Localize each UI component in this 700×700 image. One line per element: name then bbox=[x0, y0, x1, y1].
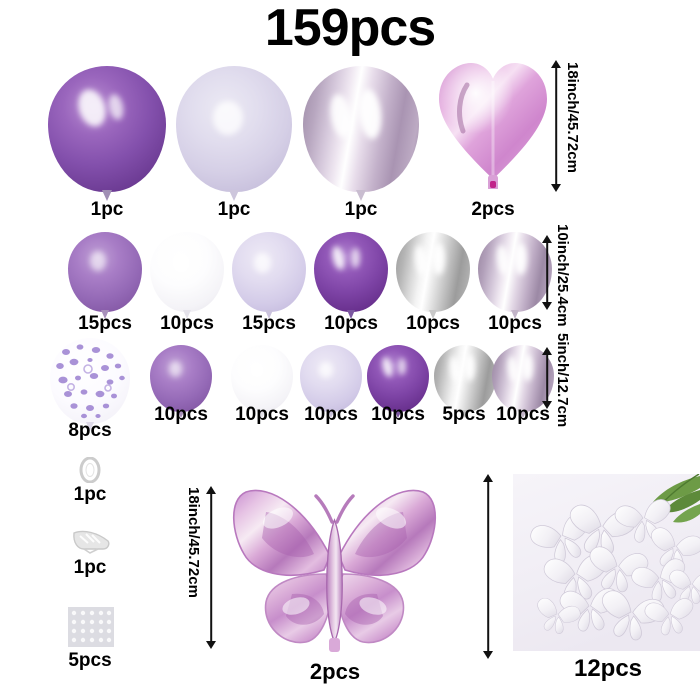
dimension-5inch-label: 5inch/12.7cm bbox=[554, 333, 571, 428]
balloon-heart-foil-18in bbox=[437, 57, 549, 189]
balloon-lilac-18in-qty: 1pc bbox=[217, 199, 251, 220]
balloon-purple-18in-qty: 1pc bbox=[90, 199, 124, 220]
balloon-chrome-lilac-10in-qty: 10pcs bbox=[488, 313, 542, 334]
balloon-deeppurple-10in bbox=[314, 232, 388, 319]
dimension-5inch bbox=[540, 347, 554, 409]
balloon-chrome-silver-5in-qty: 5pcs bbox=[442, 404, 486, 425]
glue-dot-strip-qty: 5pcs bbox=[68, 650, 112, 671]
balloon-white-10in-qty: 10pcs bbox=[160, 313, 214, 334]
balloon-chrome-lilac-5in-qty: 10pcs bbox=[496, 404, 550, 425]
tying-tool-qty: 1pc bbox=[73, 557, 107, 578]
dimension-sticker-panel bbox=[481, 474, 495, 659]
heart-shape-icon bbox=[439, 63, 547, 189]
balloon-chrome-silver-10in-qty: 10pcs bbox=[406, 313, 460, 334]
page-title: 159pcs bbox=[264, 0, 436, 57]
butterfly-wall-stickers-qty: 12pcs bbox=[573, 655, 643, 682]
balloon-purple-10in bbox=[68, 232, 142, 319]
balloon-deeppurple-5in-qty: 10pcs bbox=[371, 404, 425, 425]
ribbon-roll-qty: 1pc bbox=[73, 484, 107, 505]
balloon-heart-foil-18in-qty: 2pcs bbox=[471, 199, 515, 220]
balloon-purple-5in-qty: 10pcs bbox=[154, 404, 208, 425]
balloon-lightlilac-10in-qty: 15pcs bbox=[242, 313, 296, 334]
dimension-10inch-label: 10inch/25.4cm bbox=[554, 224, 571, 327]
balloon-lightlilac-5in-qty: 10pcs bbox=[304, 404, 358, 425]
butterfly-foil-balloon bbox=[222, 478, 447, 658]
glue-dot-strip-icon bbox=[68, 607, 114, 647]
balloon-white-5in bbox=[231, 345, 293, 418]
balloon-chrome-lilac-18in-qty: 1pc bbox=[344, 199, 378, 220]
butterfly-wall-stickers bbox=[513, 474, 700, 651]
balloon-white-10in bbox=[150, 232, 224, 319]
balloon-purple-18in bbox=[48, 66, 166, 201]
tying-tool-icon bbox=[70, 527, 114, 555]
dimension-butterfly-foil-label: 18inch/45.72cm bbox=[185, 487, 202, 598]
balloon-purple-10in-qty: 15pcs bbox=[78, 313, 132, 334]
balloon-chrome-silver-5in bbox=[434, 345, 496, 418]
balloon-lightlilac-5in bbox=[300, 345, 362, 418]
balloon-chrome-lilac-18in bbox=[303, 66, 419, 201]
confetti-dots-icon bbox=[56, 344, 125, 419]
palm-leaf-icon bbox=[653, 474, 700, 523]
dimension-butterfly-foil bbox=[204, 486, 218, 649]
balloon-purple-5in bbox=[150, 345, 212, 418]
balloon-white-5in-qty: 10pcs bbox=[235, 404, 289, 425]
ribbon-roll-icon bbox=[78, 456, 102, 484]
butterfly-foil-balloon-qty: 2pcs bbox=[309, 659, 361, 684]
dimension-18inch bbox=[549, 60, 563, 192]
balloon-confetti-purple-qty: 8pcs bbox=[68, 420, 112, 441]
balloon-confetti-purple bbox=[50, 338, 130, 431]
balloon-deeppurple-5in bbox=[367, 345, 429, 418]
balloon-lightlilac-10in bbox=[232, 232, 306, 319]
balloon-lilac-18in bbox=[176, 66, 292, 201]
dimension-18inch-label: 18inch/45.72cm bbox=[564, 62, 581, 173]
dimension-10inch bbox=[540, 235, 554, 310]
balloon-deeppurple-10in-qty: 10pcs bbox=[324, 313, 378, 334]
balloon-chrome-silver-10in bbox=[396, 232, 470, 319]
